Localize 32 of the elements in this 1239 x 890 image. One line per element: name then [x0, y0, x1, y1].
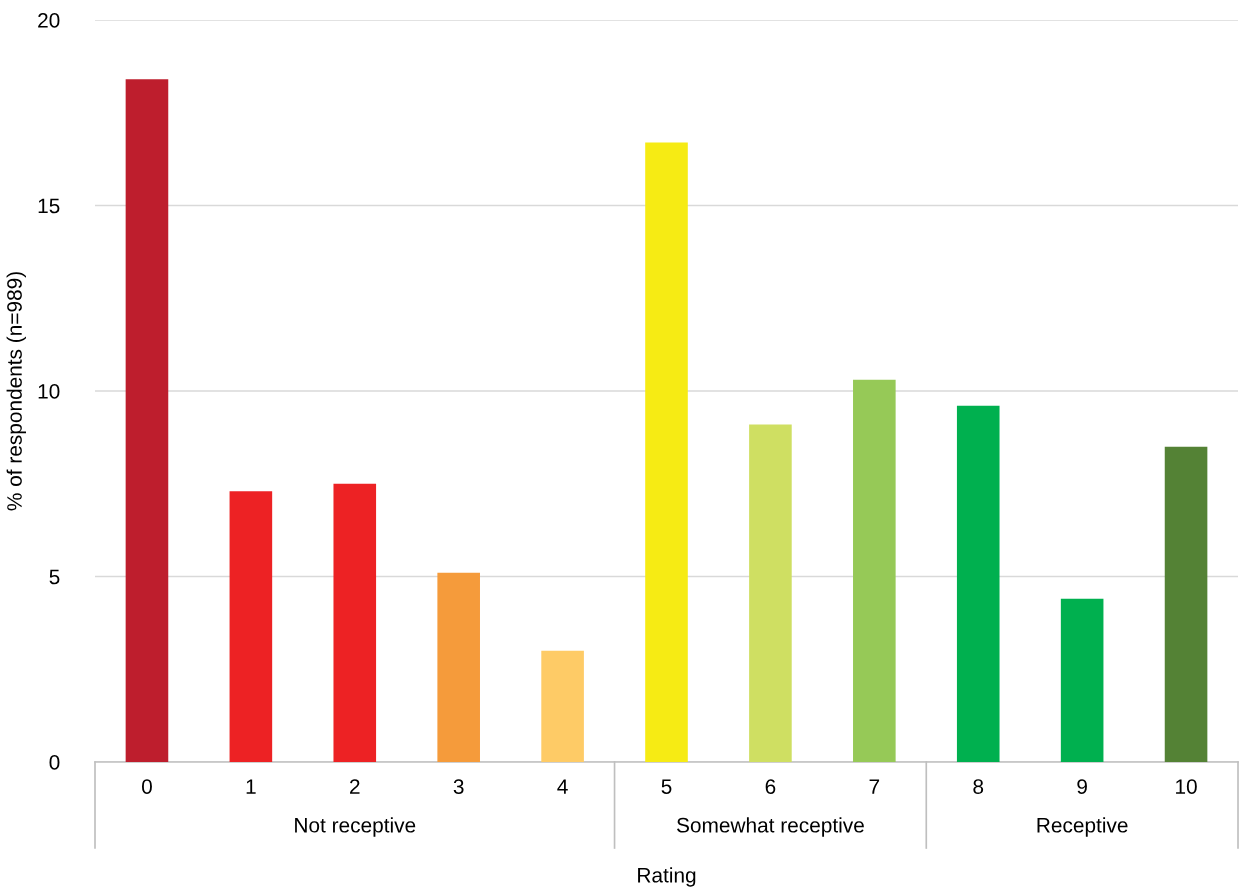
y-tick-label: 0 — [49, 755, 60, 770]
x-tick-label: 10 — [1176, 779, 1197, 794]
bar — [645, 142, 688, 762]
y-axis-title: % of respondents (n=989) — [6, 272, 26, 511]
bar — [956, 405, 1000, 762]
bar — [437, 572, 480, 762]
x-tick-label: 8 — [973, 779, 984, 794]
x-tick-label: 7 — [869, 779, 880, 794]
x-tick-label: 0 — [141, 779, 152, 794]
x-axis-title: Rating — [638, 867, 696, 887]
x-tick-label: 3 — [453, 779, 464, 794]
text: Not receptive — [295, 817, 416, 837]
x-tick-label: 9 — [1077, 779, 1087, 794]
x-tick-label: 6 — [765, 779, 776, 794]
y-tick-label: 5 — [49, 569, 60, 585]
bar — [541, 650, 584, 762]
bar — [1164, 446, 1208, 762]
x-tick-label: 1 — [246, 779, 256, 794]
x-tick-label: 5 — [661, 779, 672, 794]
text: Receptive — [1037, 817, 1128, 837]
bar — [853, 379, 896, 762]
text: Somewhat receptive — [676, 817, 864, 837]
bar — [333, 483, 377, 762]
x-tick-label: 4 — [557, 779, 568, 794]
y-tick-label: 10 — [38, 384, 60, 399]
bar — [229, 491, 273, 762]
bar — [125, 79, 169, 762]
bar — [749, 424, 792, 762]
y-tick-label: 20 — [38, 13, 60, 28]
y-tick-label: 15 — [38, 198, 60, 214]
bar — [1060, 598, 1104, 762]
x-tick-label: 2 — [350, 779, 360, 794]
